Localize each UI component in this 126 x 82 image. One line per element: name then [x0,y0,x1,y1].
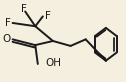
Text: OH: OH [45,58,61,68]
Text: F: F [21,4,27,14]
Text: F: F [45,11,51,21]
Text: O: O [2,34,10,44]
Text: F: F [5,18,10,28]
